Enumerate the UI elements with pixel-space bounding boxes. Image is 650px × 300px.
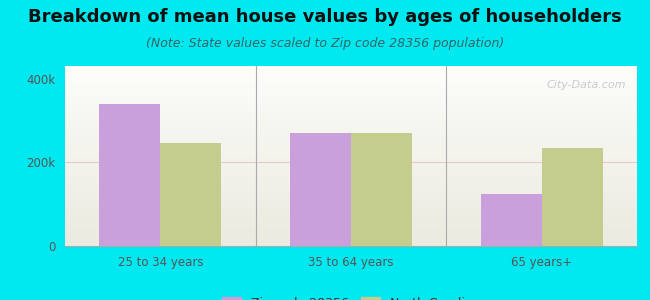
Bar (290, 133, 351, 246)
Bar (65, 219, 637, 228)
Bar (65, 120, 637, 129)
Bar (65, 93, 637, 102)
Bar (65, 165, 637, 174)
Text: Breakdown of mean house values by ages of householders: Breakdown of mean house values by ages o… (28, 8, 622, 26)
Bar (65, 66, 637, 75)
Text: City-Data.com: City-Data.com (546, 80, 625, 90)
Bar (65, 138, 637, 147)
Bar (351, 133, 412, 246)
Bar (65, 75, 637, 84)
Text: (Note: State values scaled to Zip code 28356 population): (Note: State values scaled to Zip code 2… (146, 38, 504, 50)
Bar (65, 156, 637, 165)
Bar (65, 201, 637, 210)
Bar (65, 129, 637, 138)
Bar (65, 147, 637, 156)
Bar (65, 174, 637, 183)
Bar (65, 210, 637, 219)
Bar (65, 84, 637, 93)
Legend: Zip code 28356, North Carolina: Zip code 28356, North Carolina (217, 292, 485, 300)
Bar (480, 194, 541, 246)
Bar (65, 183, 637, 192)
Bar (65, 192, 637, 201)
Bar (161, 143, 222, 246)
Bar (65, 237, 637, 246)
Bar (65, 111, 637, 120)
Bar (99, 104, 161, 246)
Bar (65, 102, 637, 111)
Bar (541, 148, 603, 246)
Bar (65, 228, 637, 237)
